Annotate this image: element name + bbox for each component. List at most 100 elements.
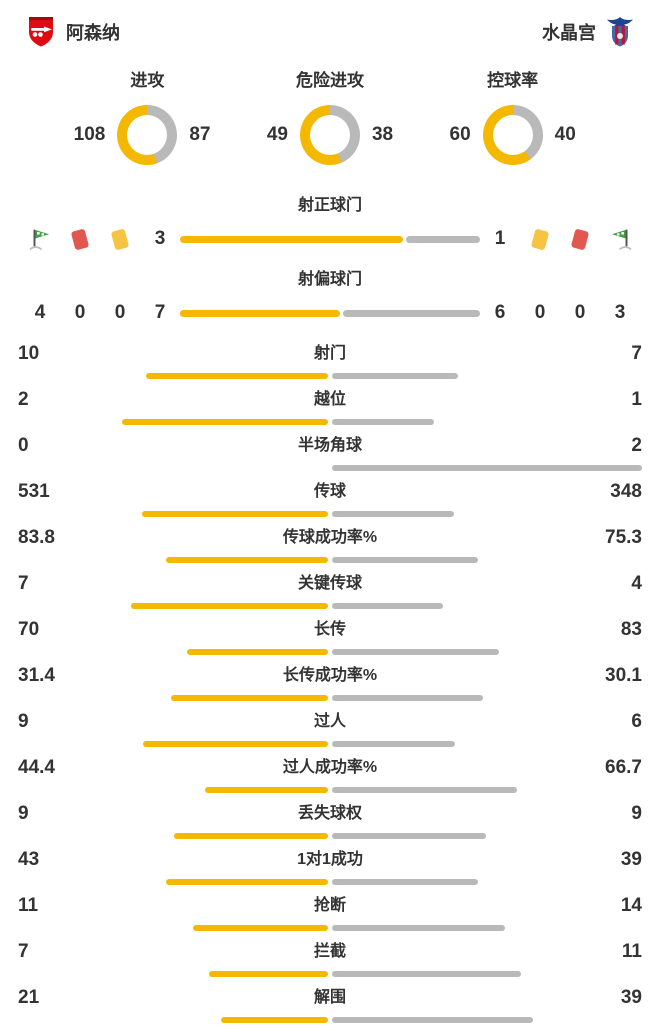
away-bar-segment	[332, 511, 454, 517]
stat-bar	[18, 833, 642, 839]
home-value: 43	[18, 849, 40, 870]
stat-text: 9 过人 6	[18, 710, 642, 734]
donut-cell-attacks: 进攻 108 87	[56, 66, 239, 165]
away-bar-segment	[405, 235, 480, 243]
stat-row: 43 1对1成功 39	[18, 839, 642, 885]
stat-text: 83.8 传球成功率% 75.3	[18, 526, 642, 550]
away-value: 39	[620, 987, 642, 1008]
home-bar-segment	[131, 603, 328, 609]
away-donut-value: 87	[189, 124, 211, 145]
stat-bar	[18, 465, 642, 471]
away-bar-segment	[332, 557, 478, 563]
stat-label: 拦截	[313, 943, 346, 960]
home-value: 531	[18, 481, 50, 502]
home-bar-segment	[187, 649, 328, 655]
stat-label: 越位	[313, 391, 346, 408]
home-bar-segment	[165, 557, 328, 563]
stat-row: 21 解围 39	[18, 977, 642, 1023]
stat-text: 44.4 过人成功率% 66.7	[18, 756, 642, 780]
stat-label: 长传成功率%	[282, 667, 378, 684]
away-value: 30.1	[605, 665, 642, 686]
donut-label: 进攻	[130, 71, 165, 90]
home-bar-segment	[208, 971, 328, 977]
away-bar-segment	[332, 465, 642, 471]
away-shots-off-target: 6	[494, 302, 506, 323]
away-donut-value: 38	[371, 124, 394, 145]
home-value: 70	[18, 619, 40, 640]
stat-text: 0 半场角球 2	[18, 434, 642, 458]
stat-text: 21 解围 39	[18, 986, 642, 1010]
donut-label: 控球率	[487, 71, 539, 90]
home-value: 10	[18, 343, 40, 364]
away-icon-counts: 0 0 3	[520, 298, 640, 328]
home-bar-segment	[122, 419, 328, 425]
home-value: 83.8	[18, 527, 55, 548]
stat-row: 7 拦截 11	[18, 931, 642, 977]
stat-text: 70 长传 83	[18, 618, 642, 642]
home-shots-off-target: 7	[154, 302, 166, 323]
away-bar-segment	[332, 373, 459, 379]
crystal-palace-crest-icon	[606, 16, 634, 48]
stat-bar	[18, 1017, 642, 1023]
away-value: 14	[620, 895, 642, 916]
home-bar-segment	[220, 1017, 328, 1023]
home-bar-segment	[166, 879, 328, 885]
away-value: 6	[631, 711, 642, 732]
home-value: 21	[18, 987, 40, 1008]
away-yellow-cards-count: 0	[534, 302, 546, 323]
stat-bar	[18, 649, 642, 655]
stat-bar	[18, 419, 642, 425]
header: 阿森纳 水晶宫	[0, 0, 660, 56]
away-team: 水晶宫	[542, 16, 634, 48]
home-icon-counts: 4 0 0	[20, 298, 140, 328]
away-red-cards-count: 0	[574, 302, 586, 323]
away-bar-segment	[332, 971, 521, 977]
possession-donut-chart	[482, 105, 543, 165]
shots-off-target-bar	[180, 309, 480, 317]
shots-section: 射正球门 3 1	[0, 191, 660, 329]
home-bar-segment	[170, 695, 328, 701]
home-corners-count: 4	[34, 302, 46, 323]
stat-bar	[18, 373, 642, 379]
shots-on-target-bar	[180, 235, 480, 243]
away-bar-segment	[332, 1017, 533, 1023]
away-bar-segment	[342, 309, 480, 317]
home-value: 0	[18, 435, 29, 456]
stat-text: 7 关键传球 4	[18, 572, 642, 596]
away-bar-segment	[332, 649, 500, 655]
away-value: 9	[631, 803, 642, 824]
away-shots-on-target: 1	[494, 228, 506, 249]
away-value: 348	[610, 481, 642, 502]
home-bar-segment	[180, 235, 403, 243]
stat-label: 长传	[313, 621, 346, 638]
home-bar-segment	[174, 833, 328, 839]
red-card-icon	[560, 224, 600, 254]
away-value: 75.3	[605, 527, 642, 548]
stat-text: 43 1对1成功 39	[18, 848, 642, 872]
stat-bar	[18, 741, 642, 747]
away-bar-segment	[332, 695, 483, 701]
stat-label: 过人成功率%	[282, 759, 378, 776]
dangerous-attacks-donut-chart	[299, 105, 360, 165]
stat-text: 9 丢失球权 9	[18, 802, 642, 826]
donut-label: 危险进攻	[295, 71, 364, 90]
stat-label: 半场角球	[297, 437, 362, 454]
away-donut-value: 40	[554, 124, 576, 145]
stat-row: 2 越位 1	[18, 379, 642, 425]
home-value: 7	[18, 941, 29, 962]
away-team-name: 水晶宫	[542, 23, 596, 43]
home-bar-segment	[192, 925, 328, 931]
stat-text: 7 拦截 11	[18, 940, 642, 964]
stat-row: 0 半场角球 2	[18, 425, 642, 471]
away-value: 7	[631, 343, 642, 364]
corner-flag-icon	[20, 224, 60, 254]
away-value: 83	[620, 619, 642, 640]
donut-section: 进攻 108 87 危险进攻 49 38 控球率 60 40	[0, 56, 660, 181]
stat-label: 射门	[313, 345, 346, 362]
stat-label: 过人	[313, 713, 346, 730]
home-bar-segment	[141, 511, 328, 517]
away-value: 39	[620, 849, 642, 870]
home-value: 2	[18, 389, 29, 410]
stat-row: 9 丢失球权 9	[18, 793, 642, 839]
away-bar-segment	[332, 833, 486, 839]
